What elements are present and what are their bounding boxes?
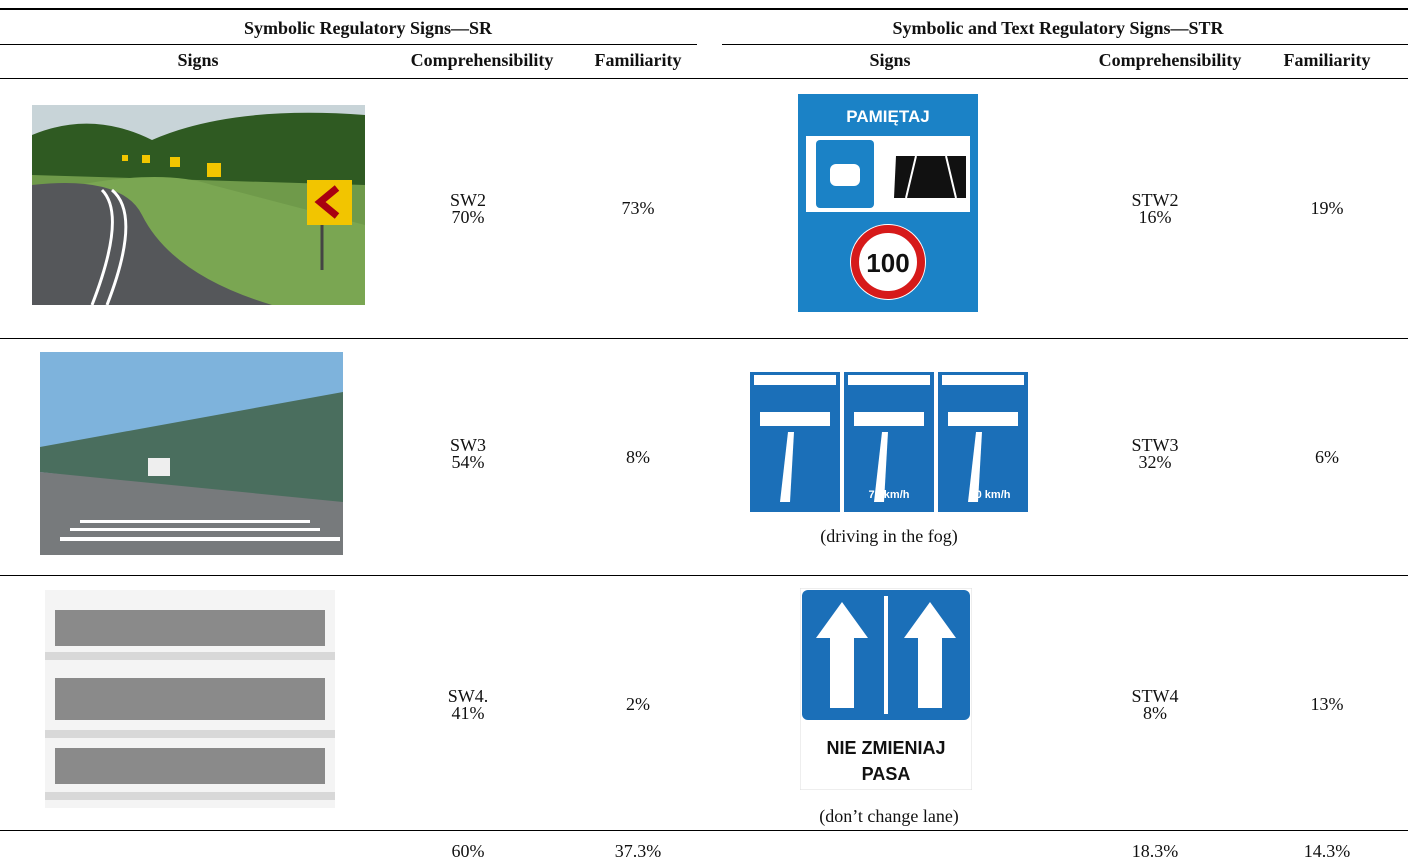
column-header: Familiarity [594,50,682,70]
caption: (driving in the fog) [820,526,958,546]
sign-image: NIE ZMIENIAJ PASA [800,588,972,790]
sign-code: SW2 [450,190,486,210]
sign-code: STW2 [1131,190,1179,210]
column-header: Signs [177,50,219,70]
total: 14.3% [1303,841,1351,861]
rule [0,44,697,45]
group-header: Symbolic and Text Regulatory Signs—STR [892,18,1224,38]
rule [0,78,1408,79]
caption: (don’t change lane) [819,806,959,826]
comprehensibility: 32% [1138,452,1172,472]
sign-text: 70 km/h [869,489,910,501]
comprehensibility: 41% [451,703,485,723]
sign-image: 70 km/h 50 km/h [750,372,1028,512]
road-photo [40,352,343,555]
sign-code: SW3 [450,435,486,455]
familiarity: 19% [1310,198,1344,218]
top-rule [0,8,1408,10]
comprehensibility: 70% [451,207,485,227]
column-header: Signs [869,50,911,70]
familiarity: 13% [1310,694,1344,714]
rule [0,830,1408,831]
sign-text: 100 [866,248,909,278]
comprehensibility: 16% [1138,207,1172,227]
total: 18.3% [1131,841,1179,861]
rule [722,44,1408,45]
group-header: Symbolic Regulatory Signs—SR [243,18,493,38]
total: 37.3% [614,841,662,861]
familiarity: 8% [626,447,650,467]
sign-code: STW4 [1131,686,1179,706]
sign-text: 50 km/h [970,489,1011,501]
sign-code: STW3 [1131,435,1179,455]
sign-image: PAMIĘTAJ 100 [798,94,978,312]
comprehensibility: 54% [451,452,485,472]
column-header: Comprehensibility [1098,50,1242,70]
sign-text: NIE ZMIENIAJ [826,738,945,758]
rule [0,575,1408,576]
road-photo [32,105,365,305]
sign-code: SW4. [447,686,489,706]
sign-text: PAMIĘTAJ [846,107,929,126]
total: 60% [451,841,485,861]
column-header: Familiarity [1283,50,1371,70]
column-header: Comprehensibility [410,50,554,70]
familiarity: 73% [621,198,655,218]
sign-text: PASA [862,764,911,784]
familiarity: 2% [626,694,650,714]
comprehensibility: 8% [1143,703,1167,723]
rule [0,338,1408,339]
lane-marking-image [45,590,335,808]
familiarity: 6% [1315,447,1339,467]
